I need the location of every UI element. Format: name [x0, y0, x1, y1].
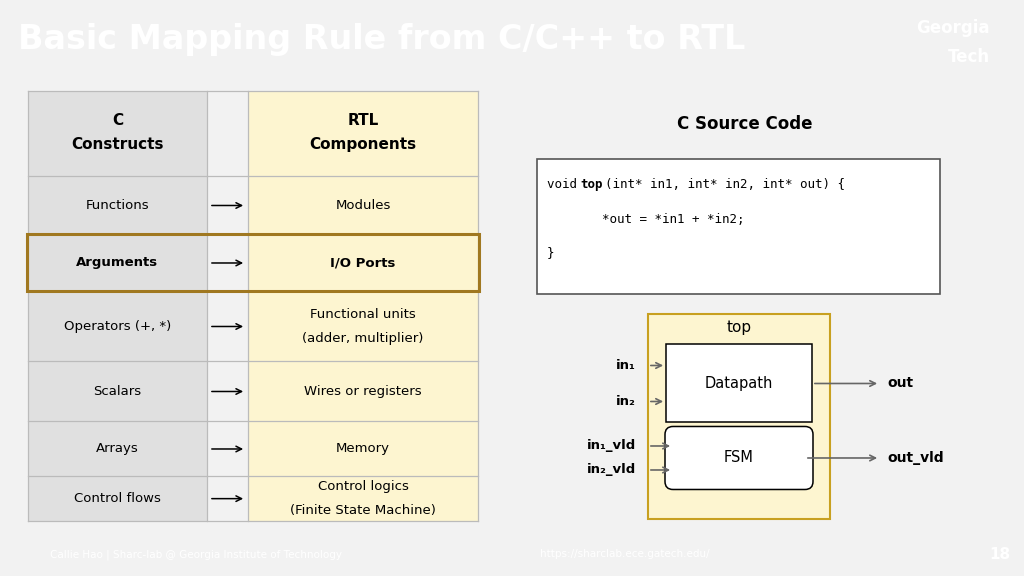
FancyBboxPatch shape: [665, 426, 813, 490]
Text: Callie Hao | Sharc-lab @ Georgia Institute of Technology: Callie Hao | Sharc-lab @ Georgia Institu…: [50, 549, 342, 560]
Text: in₁: in₁: [616, 359, 636, 372]
Text: C Source Code: C Source Code: [677, 115, 813, 134]
Text: Functional units: Functional units: [310, 308, 416, 321]
Text: *out = *in1 + *in2;: *out = *in1 + *in2;: [572, 213, 744, 226]
Bar: [27, 234, 479, 291]
Text: RTL: RTL: [347, 113, 379, 128]
Text: FSM: FSM: [724, 450, 754, 465]
Text: Basic Mapping Rule from C/C++ to RTL: Basic Mapping Rule from C/C++ to RTL: [18, 23, 745, 56]
Text: in₂: in₂: [616, 395, 636, 408]
Text: Constructs: Constructs: [72, 138, 164, 153]
Text: Modules: Modules: [335, 199, 391, 212]
Text: top: top: [580, 178, 602, 191]
Text: in₁_vld: in₁_vld: [587, 439, 636, 453]
Text: Wires or registers: Wires or registers: [304, 385, 422, 398]
Text: void: void: [547, 178, 585, 191]
Text: Arrays: Arrays: [96, 442, 139, 456]
Text: https://sharclab.ece.gatech.edu/: https://sharclab.ece.gatech.edu/: [540, 550, 710, 559]
Text: Tech: Tech: [948, 48, 990, 66]
Bar: [648, 314, 830, 520]
Text: out_vld: out_vld: [887, 451, 944, 465]
Text: (adder, multiplier): (adder, multiplier): [302, 332, 424, 345]
Text: Control flows: Control flows: [74, 492, 161, 505]
Text: Functions: Functions: [86, 199, 150, 212]
Text: I/O Ports: I/O Ports: [331, 256, 395, 270]
Text: top: top: [726, 320, 752, 335]
Text: Datapath: Datapath: [705, 376, 773, 391]
Text: Arguments: Arguments: [77, 256, 159, 270]
Text: in₂_vld: in₂_vld: [587, 464, 636, 476]
Text: Memory: Memory: [336, 442, 390, 456]
Bar: [248, 92, 478, 521]
Text: Control logics: Control logics: [317, 480, 409, 493]
Bar: [666, 344, 812, 422]
Text: (int* in1, int* in2, int* out) {: (int* in1, int* in2, int* out) {: [605, 178, 845, 191]
Text: Components: Components: [309, 138, 417, 153]
Text: C: C: [112, 113, 123, 128]
Text: }: }: [547, 246, 555, 259]
Text: Scalars: Scalars: [93, 385, 141, 398]
Bar: [28, 92, 207, 521]
Bar: [537, 160, 940, 294]
Text: 18: 18: [989, 547, 1010, 562]
Text: Operators (+, *): Operators (+, *): [63, 320, 171, 333]
Text: out: out: [887, 377, 913, 391]
Text: Georgia: Georgia: [916, 19, 990, 37]
Text: (Finite State Machine): (Finite State Machine): [290, 504, 436, 517]
